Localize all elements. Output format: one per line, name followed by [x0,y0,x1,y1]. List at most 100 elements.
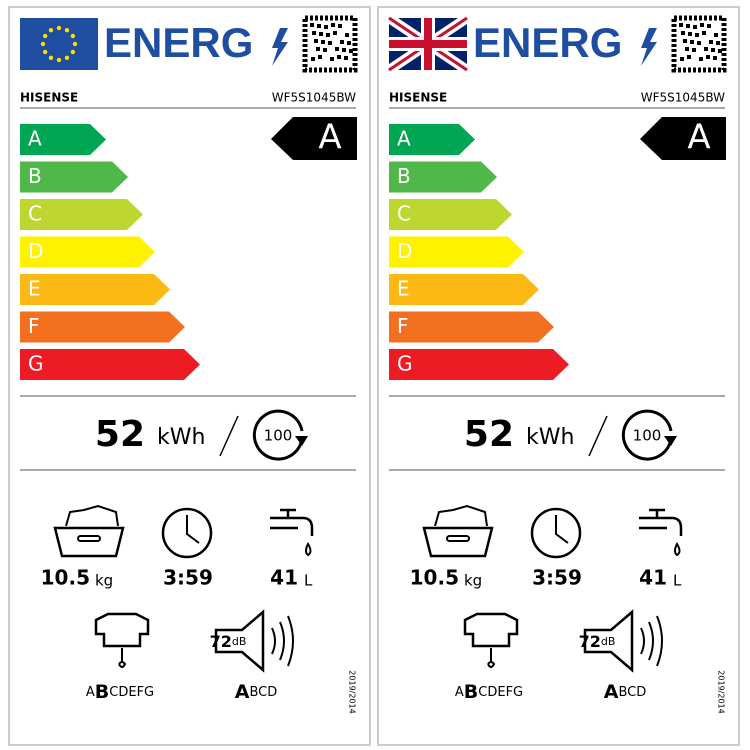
class-letter: G [397,352,413,376]
qr-dot [324,25,328,29]
energy-unit: kWh [157,425,205,450]
rating-arrow [271,117,357,160]
noise-class-selected: A [235,681,250,703]
capacity-value: 10.5 [410,566,459,590]
cycle-icon [252,409,304,461]
qr-dot [344,56,348,60]
qr-dot [681,31,685,35]
qr-dot [687,55,691,59]
rating-letter: A [687,118,710,158]
class-letter: A [397,127,411,151]
clock-icon [530,507,582,559]
flag-star [42,49,48,55]
water-unit: L [673,572,682,590]
qr-dot [311,57,315,61]
qr-dot [693,25,697,29]
qr-dot [692,48,696,52]
flag-star [56,25,62,31]
spin-drop [118,648,127,668]
qr-dot [699,57,703,61]
water-value: 41 [639,566,667,590]
speaker-icon [214,609,265,673]
flag-star [64,27,70,33]
class-letter: D [28,239,43,263]
cycle-arrow [664,436,677,446]
qr-dot [338,24,342,28]
qr-dot [695,33,699,37]
rating-letter: A [318,118,341,158]
class-letter: C [28,202,42,226]
spin-class: CDEFG [478,685,523,700]
class-letter: C [397,202,411,226]
class-bar [20,236,155,268]
flag-star [48,27,54,33]
noise-value: 72 [579,632,601,651]
noise-class: BCD [249,685,277,700]
basket-icon [53,526,125,558]
noise-unit: dB [601,635,616,648]
water-unit: L [304,572,313,590]
spin-class: A [86,685,95,700]
flag-star [72,41,78,47]
qr-dot [697,41,701,45]
spin-class: A [455,685,464,700]
capacity-unit: kg [464,572,482,590]
qr-dot [349,49,353,53]
qr-dot [333,31,337,35]
duration: 3:59 [163,566,213,590]
qr-dot [330,57,334,61]
qr-dot [702,31,706,35]
class-letter: E [397,277,410,301]
energy-value: 52 [464,414,514,455]
spin-class: CDEFG [109,685,154,700]
qr-dot [337,55,341,59]
energy-unit: kWh [526,425,574,450]
eu-flag [20,18,98,70]
class-bar [389,124,475,155]
qr-dot [335,47,339,51]
clock-icon [161,507,213,559]
class-letter: A [28,127,42,151]
model: WF5S1045BW [641,91,725,105]
qr-dot [686,24,690,28]
flag-star [56,57,62,63]
tap-icon [639,508,683,536]
qr-dot [310,23,314,27]
qr-dot [323,48,327,52]
noise-value: 72 [210,632,232,651]
class-bar [20,349,200,380]
bolt-icon [272,28,288,66]
qr-dot [709,40,713,44]
qr-dot [342,48,346,52]
water-value: 41 [270,566,298,590]
class-letter: G [28,352,44,376]
noise-class-selected: A [604,681,619,703]
class-bar [389,274,539,305]
energy-word: ENERG [104,19,253,66]
qr-dot [714,33,718,37]
qr-dot [314,39,318,43]
flag-star [64,55,70,61]
flag-cross [389,18,467,70]
class-bar [20,199,143,230]
flag-star [70,49,76,55]
clock-hands [186,515,200,544]
class-letter: B [28,164,42,188]
brand: HISENSE [389,91,447,105]
class-letter: D [397,239,412,263]
qr-dot [321,40,325,44]
cycle-arrow [295,436,308,446]
bolt-icon [641,28,657,66]
model: WF5S1045BW [272,91,356,105]
shirt-icon [94,612,150,648]
qr-dot [713,56,717,60]
basket-handle [77,535,101,542]
cycles: 100 [633,427,662,445]
class-bar [20,274,170,305]
qr-dot [716,41,720,45]
sound-waves [271,615,294,667]
qr-dot [688,32,692,36]
laundry-icon [65,504,119,527]
